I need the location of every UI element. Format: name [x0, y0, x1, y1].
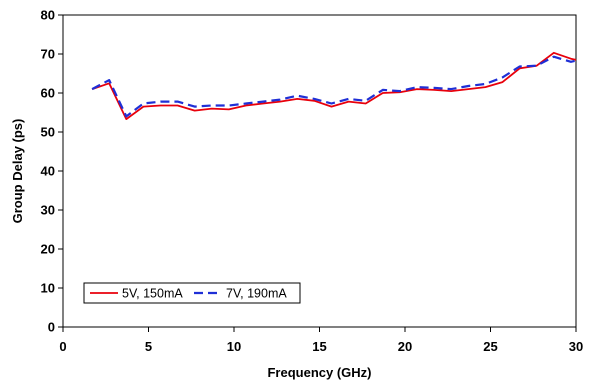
axes-layer: 0 10 20 30 40 50 60 70 80 0 5 10 15 20 25 30	[41, 8, 584, 355]
x-tick-label: 25	[483, 339, 497, 354]
y-tick-label: 20	[41, 242, 55, 257]
y-tick-label: 40	[41, 164, 55, 179]
y-axis-title: Group Delay (ps)	[10, 119, 25, 224]
x-tick-label: 30	[569, 339, 583, 354]
y-tick-label: 10	[41, 281, 55, 296]
series-line-5v	[91, 51, 577, 120]
y-tick-label: 50	[41, 125, 55, 140]
y-tick-label: 0	[48, 320, 55, 335]
x-tick-label: 15	[312, 339, 326, 354]
series-line-7v	[91, 55, 577, 118]
series-layer	[91, 51, 577, 120]
legend-label-7v: 7V, 190mA	[226, 287, 287, 301]
x-axis-title: Frequency (GHz)	[267, 365, 371, 380]
legend: 5V, 150mA 7V, 190mA	[83, 282, 301, 304]
x-tick-label: 5	[145, 339, 152, 354]
y-tick-label: 80	[41, 8, 55, 23]
legend-label-5v: 5V, 150mA	[122, 287, 183, 301]
y-tick-label: 60	[41, 86, 55, 101]
plot-frame	[62, 14, 577, 328]
x-tick-label: 0	[59, 339, 66, 354]
y-tick-label: 30	[41, 203, 55, 218]
x-tick-label: 20	[398, 339, 412, 354]
plot-area	[62, 14, 577, 328]
y-tick-label: 70	[41, 47, 55, 62]
x-tick-label: 10	[227, 339, 241, 354]
legend-box	[83, 282, 301, 304]
